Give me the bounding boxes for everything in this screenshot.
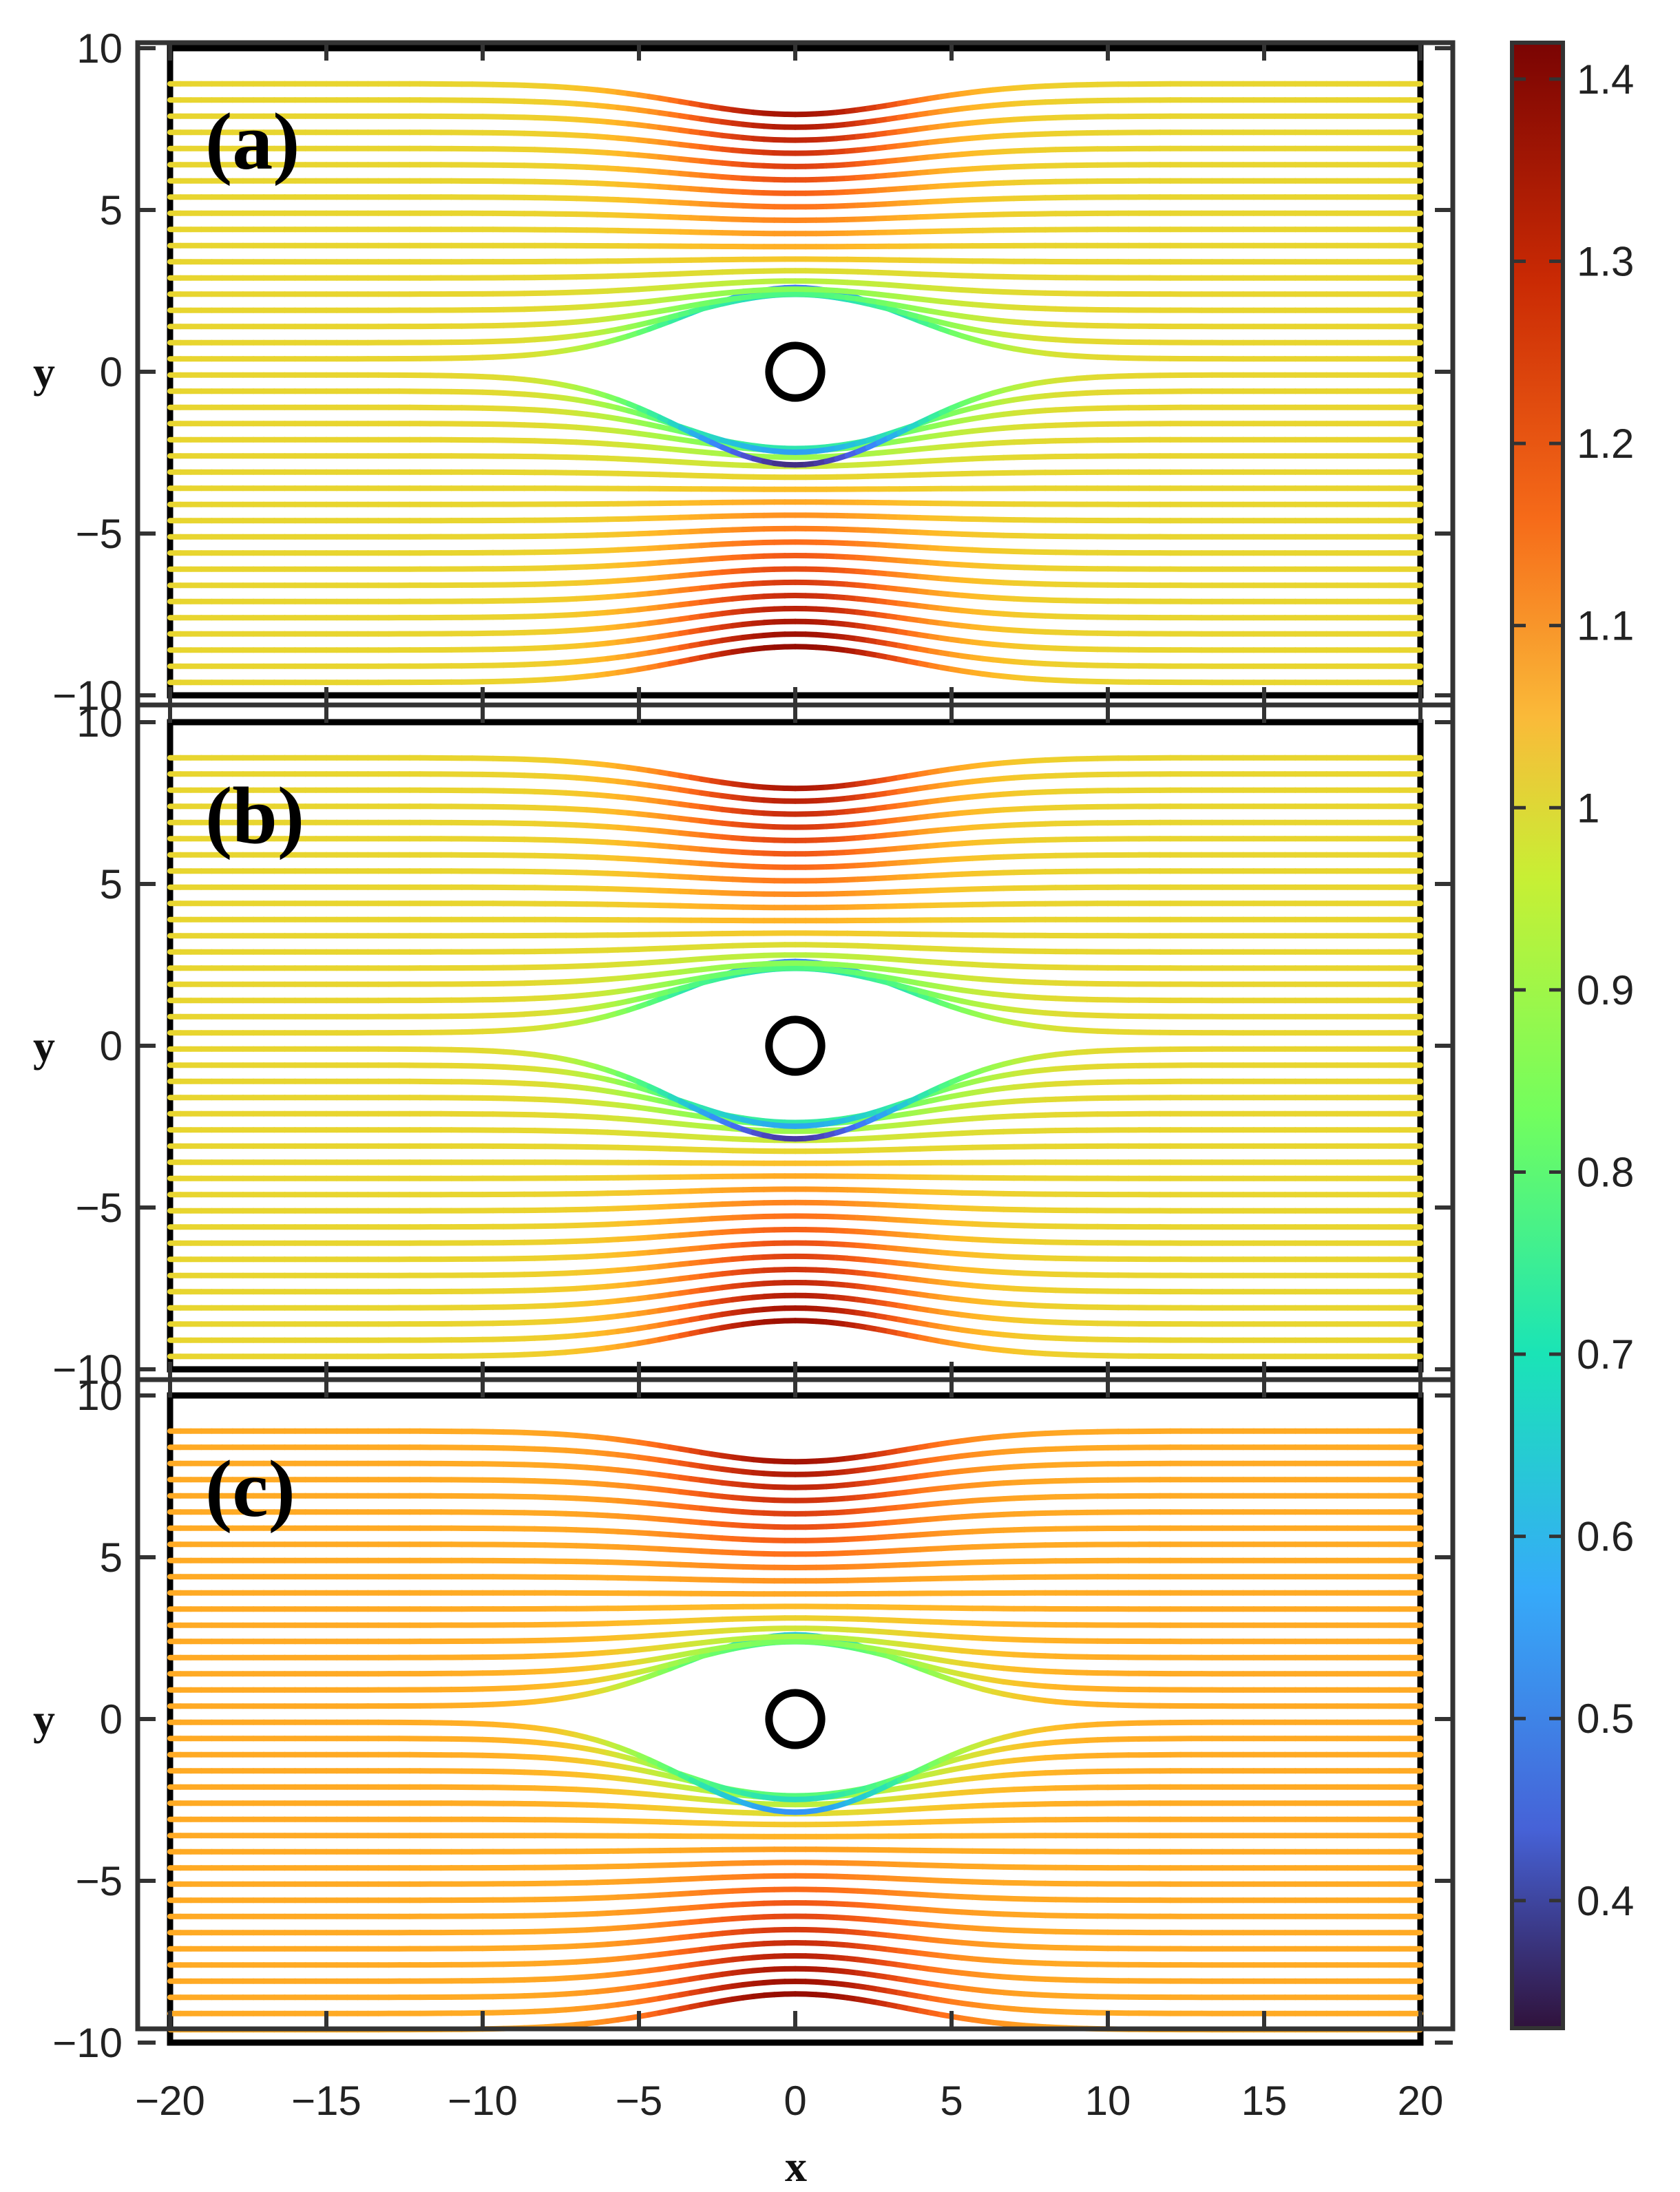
y-tick-label: 10 <box>76 25 123 72</box>
x-tick-label: −20 <box>135 2078 205 2124</box>
cylinder-obstacle <box>769 1020 821 1072</box>
streamline <box>170 502 1420 505</box>
streamline-panels: (a) (b) (c) <box>170 48 1420 2043</box>
streamline <box>170 1528 1420 1541</box>
colorbar-tick-label: 0.6 <box>1577 1514 1634 1560</box>
streamline <box>170 295 1420 343</box>
streamline <box>170 213 1420 220</box>
colorbar-tick-label: 1.4 <box>1577 56 1634 103</box>
colorbar-tick-label: 0.5 <box>1577 1696 1634 1742</box>
streamline <box>170 933 1420 936</box>
panel-label: (c) <box>205 1444 295 1534</box>
streamline <box>170 1849 1420 1852</box>
x-tick-label: −10 <box>448 2078 518 2124</box>
y-tick-label: −5 <box>76 1858 123 1904</box>
cylinder-obstacle <box>769 346 821 398</box>
streamline <box>170 1216 1420 1227</box>
colorbar-tick-label: 0.9 <box>1577 967 1634 1013</box>
y-tick-label: −5 <box>76 511 123 557</box>
colorbar-tick-label: 1.3 <box>1577 239 1634 285</box>
streamline <box>170 229 1420 233</box>
streamline <box>170 1146 1420 1152</box>
streamline <box>170 1876 1420 1884</box>
streamline <box>170 271 1420 277</box>
x-tick-label: 15 <box>1241 2078 1288 2124</box>
x-tick-label: −5 <box>616 2078 662 2124</box>
panel-a: (a) <box>170 48 1420 695</box>
y-tick-label: 0 <box>100 1023 123 1069</box>
streamline <box>170 529 1420 537</box>
colorbar <box>1512 43 1563 2028</box>
y-tick-label: 5 <box>100 861 123 907</box>
streamline <box>170 259 1420 262</box>
streamline <box>170 246 1420 247</box>
y-tick-label: 10 <box>76 1373 123 1419</box>
y-tick-label: −5 <box>76 1185 123 1231</box>
streamline <box>170 903 1420 907</box>
streamline <box>170 871 1420 881</box>
streamline <box>170 515 1420 520</box>
colorbar-tick-label: 1 <box>1577 785 1599 831</box>
y-tick-label: 5 <box>100 1535 123 1581</box>
streamline <box>170 969 1420 1017</box>
streamline <box>170 1606 1420 1609</box>
y-axis-label: y <box>33 1695 55 1744</box>
colorbar-tick-label: 1.1 <box>1577 603 1634 649</box>
streamline <box>170 1618 1420 1625</box>
streamline <box>170 945 1420 951</box>
streamline <box>170 1889 1420 1900</box>
streamline <box>170 1561 1420 1568</box>
streamline <box>170 197 1420 207</box>
panel-c: (c) <box>170 1395 1420 2043</box>
streamline <box>170 1593 1420 1594</box>
streamline <box>170 488 1420 489</box>
colorbar-tick-label: 1.2 <box>1577 421 1634 467</box>
streamline <box>170 1162 1420 1163</box>
streamline <box>170 920 1420 921</box>
panel-b: (b) <box>170 722 1420 1369</box>
y-tick-label: −10 <box>52 2020 123 2066</box>
y-tick-label: 0 <box>100 349 123 395</box>
x-axis-label: x <box>785 2142 807 2191</box>
y-axis-label: y <box>33 1022 55 1071</box>
y-tick-label: 10 <box>76 699 123 746</box>
streamline <box>170 1862 1420 1868</box>
panel-label: (a) <box>205 96 300 187</box>
streamline <box>170 887 1420 894</box>
colorbar-tick-label: 0.7 <box>1577 1331 1634 1378</box>
streamline <box>170 1544 1420 1554</box>
y-tick-label: 5 <box>100 187 123 233</box>
streamline <box>170 1577 1420 1581</box>
streamline <box>170 181 1420 193</box>
y-tick-label: 0 <box>100 1696 123 1742</box>
streamline <box>170 855 1420 867</box>
x-tick-label: 10 <box>1085 2078 1131 2124</box>
colorbar-tick-label: 0.4 <box>1577 1878 1634 1924</box>
x-tick-label: 0 <box>784 2078 806 2124</box>
streamline <box>170 542 1420 553</box>
streamline <box>170 1835 1420 1837</box>
streamline <box>170 1642 1420 1690</box>
streamline <box>170 472 1420 478</box>
colorbar-tick-label: 0.8 <box>1577 1149 1634 1195</box>
x-tick-label: 20 <box>1398 2078 1444 2124</box>
x-tick-label: 5 <box>940 2078 963 2124</box>
y-axis-label: y <box>33 348 55 397</box>
panel-label: (b) <box>205 770 304 861</box>
streamline <box>170 1176 1420 1179</box>
streamline <box>170 1189 1420 1194</box>
x-tick-label: −15 <box>291 2078 361 2124</box>
cylinder-obstacle <box>769 1693 821 1745</box>
streamline <box>170 1820 1420 1825</box>
streamline <box>170 1203 1420 1211</box>
